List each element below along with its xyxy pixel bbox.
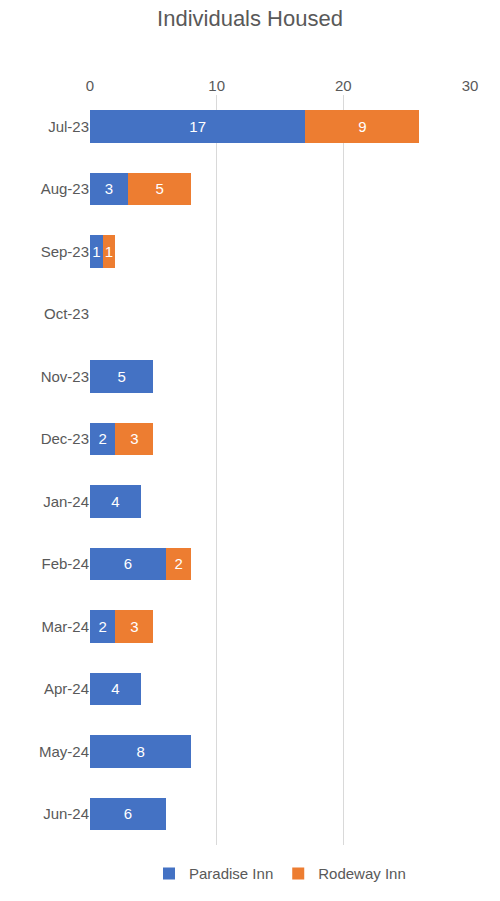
svg-text:Feb-24: Feb-24 bbox=[41, 555, 89, 572]
svg-text:May-24: May-24 bbox=[39, 743, 89, 760]
svg-text:Jul-23: Jul-23 bbox=[48, 118, 89, 135]
svg-text:0: 0 bbox=[86, 77, 94, 94]
svg-text:Jun-24: Jun-24 bbox=[43, 805, 89, 822]
svg-text:Sep-23: Sep-23 bbox=[41, 243, 89, 260]
svg-text:5: 5 bbox=[155, 180, 163, 197]
svg-text:4: 4 bbox=[111, 493, 119, 510]
svg-text:Individuals Housed: Individuals Housed bbox=[157, 6, 343, 31]
svg-text:Aug-23: Aug-23 bbox=[41, 180, 89, 197]
svg-text:9: 9 bbox=[358, 118, 366, 135]
svg-text:30: 30 bbox=[462, 77, 479, 94]
svg-text:17: 17 bbox=[189, 118, 206, 135]
svg-text:3: 3 bbox=[105, 180, 113, 197]
svg-text:1: 1 bbox=[105, 243, 113, 260]
svg-text:Oct-23: Oct-23 bbox=[44, 305, 89, 322]
svg-text:4: 4 bbox=[111, 680, 119, 697]
svg-text:2: 2 bbox=[98, 430, 106, 447]
svg-text:Paradise Inn: Paradise Inn bbox=[189, 865, 273, 882]
svg-text:20: 20 bbox=[335, 77, 352, 94]
svg-text:1: 1 bbox=[92, 243, 100, 260]
svg-text:5: 5 bbox=[117, 368, 125, 385]
svg-text:10: 10 bbox=[208, 77, 225, 94]
svg-text:Nov-23: Nov-23 bbox=[41, 368, 89, 385]
svg-text:Rodeway Inn: Rodeway Inn bbox=[318, 865, 406, 882]
svg-text:8: 8 bbox=[136, 743, 144, 760]
svg-text:2: 2 bbox=[98, 618, 106, 635]
svg-text:3: 3 bbox=[130, 618, 138, 635]
svg-text:6: 6 bbox=[124, 805, 132, 822]
svg-text:Jan-24: Jan-24 bbox=[43, 493, 89, 510]
svg-text:6: 6 bbox=[124, 555, 132, 572]
svg-text:Mar-24: Mar-24 bbox=[41, 618, 89, 635]
svg-text:Dec-23: Dec-23 bbox=[41, 430, 89, 447]
svg-text:3: 3 bbox=[130, 430, 138, 447]
svg-text:2: 2 bbox=[174, 555, 182, 572]
svg-text:Apr-24: Apr-24 bbox=[44, 680, 89, 697]
